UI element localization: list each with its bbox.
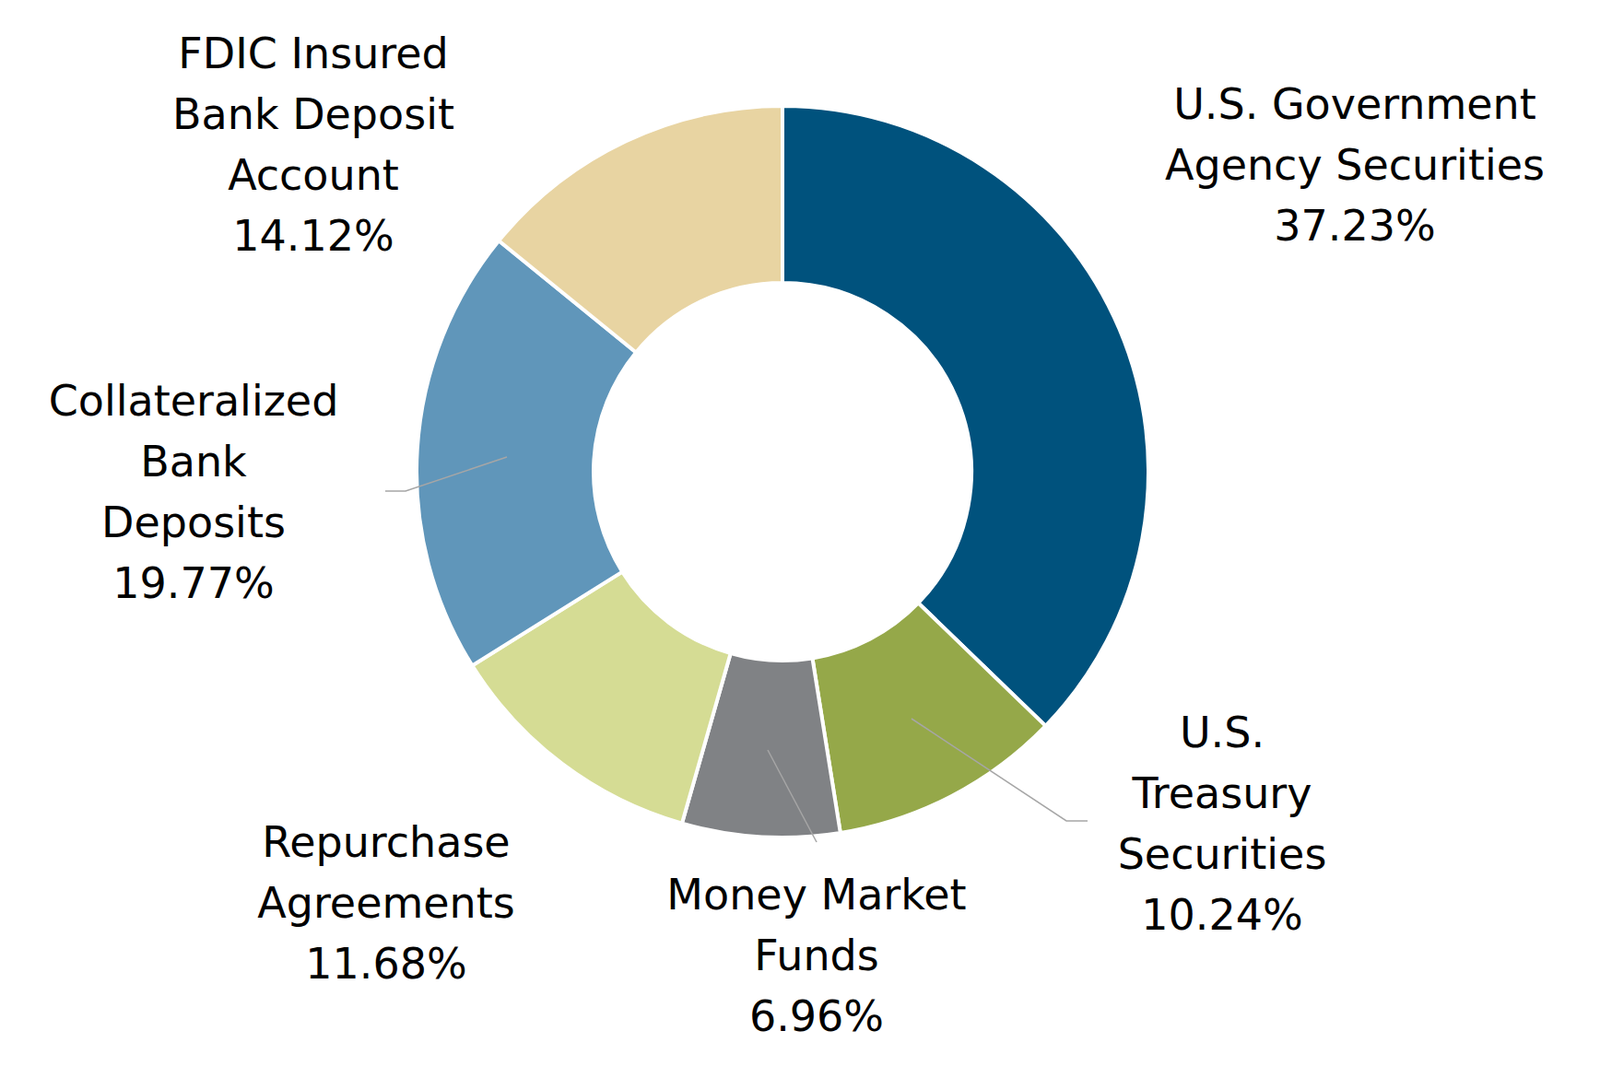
category-label-line: Deposits: [101, 497, 286, 548]
category-label-line: Agreements: [257, 878, 515, 929]
slice: [782, 105, 1149, 727]
value-label: 6.96%: [749, 991, 884, 1042]
category-label-line: Treasury: [1131, 768, 1313, 819]
value-label: 37.23%: [1273, 200, 1436, 251]
category-label-line: Account: [227, 150, 400, 200]
category-label: Money Market Funds: [666, 870, 966, 981]
leader-line: [911, 718, 1088, 822]
slices: [416, 105, 1149, 838]
category-label-line: U.S. Government: [1173, 79, 1537, 130]
labels: U.S. Government Agency Securities 37.23% U.…: [48, 28, 1545, 1042]
category-label-line: U.S.: [1179, 707, 1265, 758]
category-label-line: Collateralized: [48, 376, 340, 426]
leader-line: [385, 457, 507, 492]
value-label: 14.12%: [232, 211, 394, 261]
slice: [811, 602, 1046, 834]
value-label: 19.77%: [112, 558, 274, 609]
category-label: Repurchase Agreements: [257, 817, 515, 929]
chart: U.S. Government Agency Securities 37.23% U.…: [0, 0, 1600, 1066]
category-label-line: Repurchase: [261, 817, 510, 868]
category-label-line: Bank Deposit: [172, 89, 455, 140]
value-label: 11.68%: [305, 939, 467, 989]
slice: [498, 105, 783, 353]
category-label: U.S. Treasury Securities: [1117, 707, 1328, 880]
category-label: Collateralized Bank Deposits: [48, 376, 340, 548]
category-label-line: Agency Securities: [1164, 140, 1545, 190]
category-label-line: Securities: [1117, 829, 1328, 880]
category-label: U.S. Government Agency Securities: [1164, 79, 1545, 190]
category-label: FDIC Insured Bank Deposit Account: [172, 28, 455, 200]
category-label-line: Bank: [140, 436, 248, 487]
value-label: 10.24%: [1141, 890, 1303, 941]
leader-lines: [385, 457, 1088, 843]
leader-line: [767, 750, 817, 843]
category-label-line: Money Market: [666, 870, 966, 920]
category-label-line: FDIC Insured: [177, 28, 448, 79]
category-label-line: Funds: [753, 930, 879, 981]
